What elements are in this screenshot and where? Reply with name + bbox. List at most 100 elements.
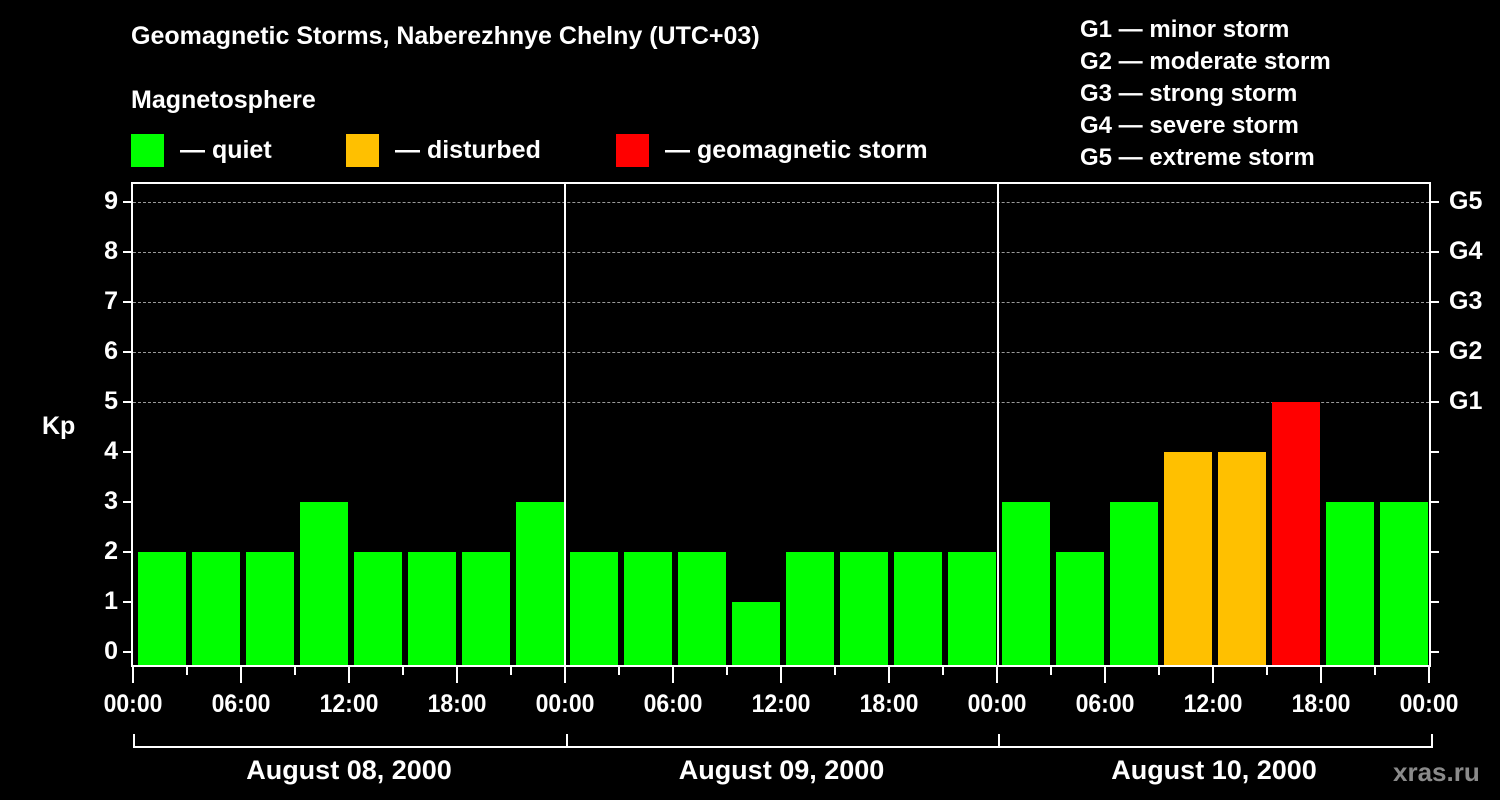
bar-disturbed <box>1164 452 1212 665</box>
g-legend-item: G4 — severe storm <box>1080 112 1299 139</box>
date-bracket-tick <box>1430 734 1433 748</box>
y-tick-right <box>1431 401 1439 403</box>
x-tick <box>942 667 944 675</box>
y-tick-right <box>1431 201 1439 203</box>
x-tick-label: 06:00 <box>1075 690 1135 718</box>
y-tick-label: 6 <box>104 337 118 365</box>
bar-quiet <box>786 552 834 665</box>
x-tick-label: 00:00 <box>967 690 1027 718</box>
y-tick-label: 9 <box>104 187 118 215</box>
x-tick <box>1374 667 1376 675</box>
x-tick <box>348 667 350 683</box>
x-tick <box>1050 667 1052 675</box>
legend-swatch-storm <box>616 134 649 167</box>
gridline <box>133 252 1429 253</box>
x-tick <box>564 667 566 683</box>
y-tick-label: 5 <box>104 387 118 415</box>
x-tick-label: 18:00 <box>859 690 919 718</box>
x-tick <box>1320 667 1322 683</box>
x-tick-label: 12:00 <box>751 690 811 718</box>
x-tick-label: 06:00 <box>211 690 271 718</box>
y-tick-right <box>1431 651 1439 653</box>
bar-quiet <box>840 552 888 665</box>
y-tick <box>123 301 131 303</box>
y-tick-right <box>1431 601 1439 603</box>
g-tick-label: G4 <box>1449 237 1483 265</box>
date-bracket-tick <box>998 734 1000 748</box>
x-tick-label: 00:00 <box>535 690 595 718</box>
bar-quiet <box>408 552 456 665</box>
bar-storm <box>1272 402 1320 665</box>
x-tick <box>780 667 782 683</box>
chart-title: Geomagnetic Storms, Naberezhnye Chelny (… <box>131 22 760 50</box>
x-tick <box>510 667 512 675</box>
bar-quiet <box>1326 502 1374 665</box>
x-tick <box>402 667 404 675</box>
y-tick-label: 8 <box>104 237 118 265</box>
bar-quiet <box>1056 552 1104 665</box>
g-scale-legend: G1 — minor storm G2 — moderate storm G3 … <box>1080 14 1331 174</box>
legend-label: — quiet <box>180 136 272 164</box>
bar-quiet <box>1110 502 1158 665</box>
y-tick-label: 1 <box>104 587 118 615</box>
chart-subtitle: Magnetosphere <box>131 86 316 114</box>
bar-quiet <box>246 552 294 665</box>
bar-quiet <box>678 552 726 665</box>
legend-disturbed: — disturbed <box>346 134 541 167</box>
date-bracket-tick <box>133 734 135 748</box>
x-tick-label: 12:00 <box>1183 690 1243 718</box>
x-tick <box>1266 667 1268 675</box>
y-tick-right <box>1431 251 1439 253</box>
g-legend-item: G1 — minor storm <box>1080 16 1290 43</box>
g-tick-label: G5 <box>1449 187 1483 215</box>
y-tick <box>123 651 131 653</box>
bar-quiet <box>624 552 672 665</box>
x-tick <box>132 667 134 683</box>
legend-swatch-quiet <box>131 134 164 167</box>
y-tick-label: 7 <box>104 287 118 315</box>
day-separator <box>564 182 566 667</box>
x-tick <box>996 667 998 683</box>
watermark: xras.ru <box>1393 757 1480 787</box>
g-legend-item: G2 — moderate storm <box>1080 48 1331 75</box>
y-tick-label: 0 <box>104 637 118 665</box>
bar-quiet <box>1380 502 1428 665</box>
y-tick-right <box>1431 451 1439 453</box>
legend-label: — disturbed <box>395 136 541 164</box>
x-tick <box>726 667 728 675</box>
y-tick <box>123 401 131 403</box>
y-tick-label: 2 <box>104 537 118 565</box>
x-tick <box>240 667 242 683</box>
bar-quiet <box>570 552 618 665</box>
legend-swatch-disturbed <box>346 134 379 167</box>
x-tick-label: 06:00 <box>643 690 703 718</box>
x-tick <box>1158 667 1160 675</box>
date-label: August 10, 2000 <box>1111 755 1317 785</box>
date-bracket-tick <box>565 734 568 748</box>
x-tick-label: 18:00 <box>427 690 487 718</box>
plot-frame <box>131 182 1431 667</box>
bar-quiet <box>732 602 780 665</box>
bar-quiet <box>138 552 186 665</box>
bar-quiet <box>192 552 240 665</box>
x-tick <box>186 667 188 675</box>
y-tick <box>123 501 131 503</box>
y-tick <box>123 201 131 203</box>
y-tick <box>123 251 131 253</box>
legend-label: — geomagnetic storm <box>665 136 928 164</box>
legend-storm: — geomagnetic storm <box>616 134 928 167</box>
bar-quiet <box>516 502 564 665</box>
y-axis-label: Kp <box>42 412 76 440</box>
bar-quiet <box>300 502 348 665</box>
x-tick <box>456 667 458 683</box>
y-tick <box>123 351 131 353</box>
y-tick <box>123 601 131 603</box>
x-tick-label: 18:00 <box>1291 690 1351 718</box>
g-legend-item: G3 — strong storm <box>1080 80 1298 107</box>
y-tick <box>123 551 131 553</box>
x-tick <box>672 667 674 683</box>
bar-quiet <box>354 552 402 665</box>
gridline <box>133 202 1429 203</box>
g-tick-label: G2 <box>1449 337 1483 365</box>
bar-quiet <box>1002 502 1050 665</box>
